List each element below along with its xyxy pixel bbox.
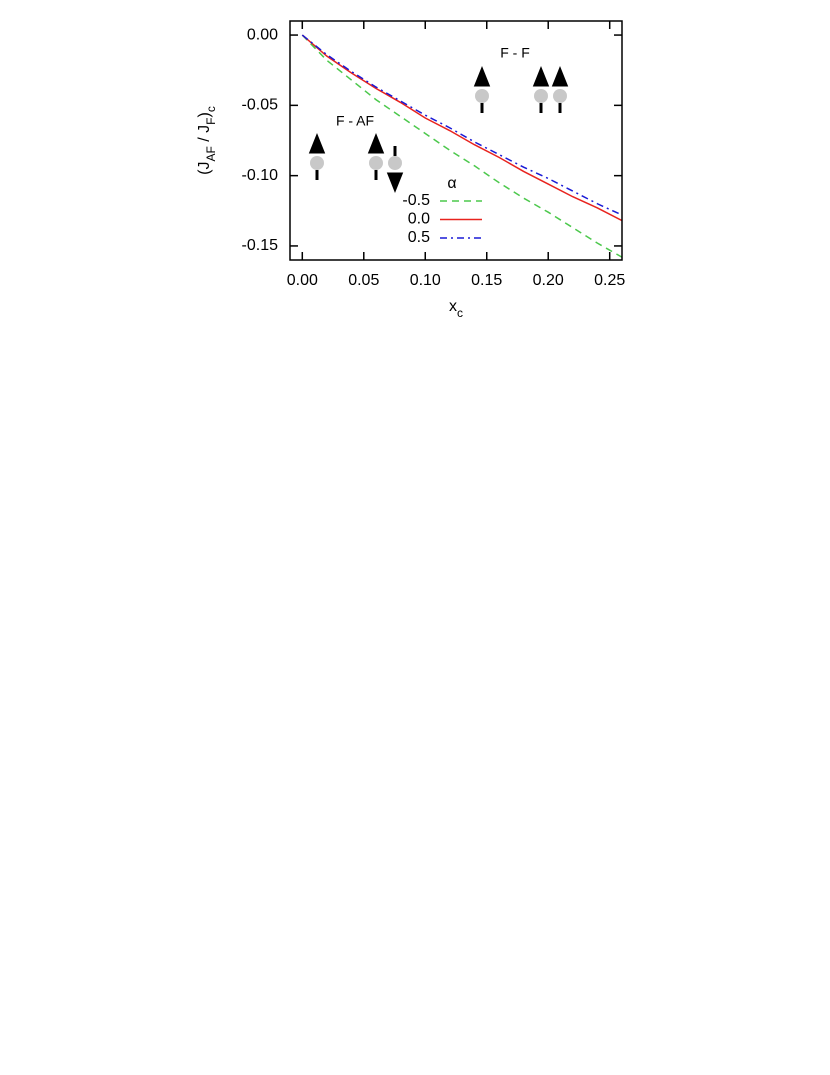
y-axis-label-part: (J bbox=[196, 162, 213, 175]
x-tick-label: 0.20 bbox=[533, 272, 564, 289]
legend-label: 0.5 bbox=[408, 229, 430, 246]
series-line bbox=[301, 34, 622, 222]
series-line bbox=[301, 34, 622, 258]
spin-icons bbox=[308, 65, 569, 194]
y-tick-label: -0.05 bbox=[242, 97, 279, 114]
spin-up bbox=[551, 65, 569, 113]
spin-site bbox=[369, 156, 383, 170]
legend-label: -0.5 bbox=[402, 192, 430, 209]
y-axis-label-part: AF bbox=[204, 146, 218, 161]
y-tick-label: 0.00 bbox=[247, 26, 278, 43]
spin-site bbox=[475, 89, 489, 103]
spin-up bbox=[308, 132, 326, 180]
spin-site bbox=[310, 156, 324, 170]
spin-down bbox=[386, 146, 404, 194]
y-axis-label-part: ) bbox=[196, 112, 213, 117]
y-tick-label: -0.15 bbox=[242, 237, 279, 254]
y-tick-label: -0.10 bbox=[242, 167, 279, 184]
plot-frame bbox=[289, 20, 623, 261]
x-tick-label: 0.15 bbox=[471, 272, 502, 289]
x-axis-label: xc bbox=[449, 298, 463, 320]
legend-title: α bbox=[447, 175, 456, 192]
y-axis-label-part: F bbox=[204, 117, 218, 124]
spin-up bbox=[367, 132, 385, 180]
x-tick-label: 0.05 bbox=[348, 272, 379, 289]
x-axis-label-part: x bbox=[449, 298, 457, 315]
legend-label: 0.0 bbox=[408, 211, 430, 228]
y-axis-label-part: / J bbox=[196, 125, 213, 146]
y-axis-label-part: c bbox=[204, 106, 218, 112]
spin-site bbox=[553, 89, 567, 103]
series-line bbox=[301, 34, 622, 216]
spin-up bbox=[473, 65, 491, 113]
x-axis-label-part: c bbox=[457, 306, 463, 320]
spin-site bbox=[534, 89, 548, 103]
x-tick-label: 0.00 bbox=[287, 272, 318, 289]
annotation: F - AF bbox=[336, 113, 374, 129]
y-axis-label: (JAF / JF)c bbox=[196, 106, 218, 175]
annotation: F - F bbox=[500, 45, 530, 61]
x-tick-label: 0.25 bbox=[594, 272, 625, 289]
spin-up bbox=[532, 65, 550, 113]
x-tick-label: 0.10 bbox=[410, 272, 441, 289]
spin-site bbox=[388, 156, 402, 170]
